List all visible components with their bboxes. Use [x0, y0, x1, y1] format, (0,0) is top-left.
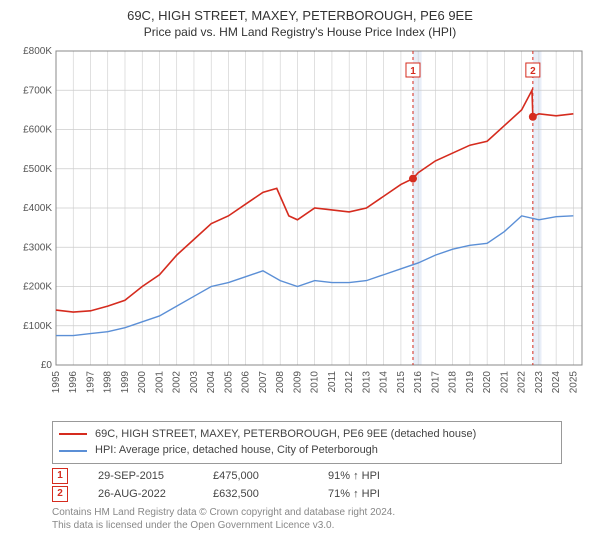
- legend: 69C, HIGH STREET, MAXEY, PETERBOROUGH, P…: [52, 421, 562, 464]
- svg-text:2012: 2012: [344, 370, 355, 393]
- sale-pct: 71% ↑ HPI: [328, 488, 413, 500]
- svg-text:2017: 2017: [430, 370, 441, 393]
- svg-text:2020: 2020: [482, 370, 493, 393]
- chart-area: £0 £100K £200K £300K £400K £500K £600K £700K £80…: [12, 45, 588, 415]
- sale-price: £475,000: [213, 470, 298, 482]
- sale-row: 2 26-AUG-2022 £632,500 71% ↑ HPI: [52, 486, 588, 502]
- legend-swatch: [59, 433, 87, 435]
- svg-text:2022: 2022: [517, 370, 528, 393]
- svg-text:2: 2: [530, 66, 536, 77]
- svg-text:£600K: £600K: [23, 124, 52, 135]
- svg-text:1995: 1995: [51, 370, 62, 393]
- svg-text:£500K: £500K: [23, 164, 52, 175]
- svg-text:2001: 2001: [154, 370, 165, 393]
- sale-date: 26-AUG-2022: [98, 488, 183, 500]
- svg-text:2004: 2004: [206, 370, 217, 393]
- svg-text:£300K: £300K: [23, 242, 52, 253]
- svg-text:£0: £0: [41, 360, 53, 371]
- svg-text:2007: 2007: [258, 370, 269, 393]
- svg-text:£800K: £800K: [23, 46, 52, 57]
- svg-text:2015: 2015: [396, 370, 407, 393]
- svg-text:1996: 1996: [68, 370, 79, 393]
- svg-text:2005: 2005: [223, 370, 234, 393]
- sale-pct: 91% ↑ HPI: [328, 470, 413, 482]
- legend-label: 69C, HIGH STREET, MAXEY, PETERBOROUGH, P…: [95, 426, 476, 443]
- svg-text:2014: 2014: [379, 370, 390, 393]
- svg-text:£400K: £400K: [23, 203, 52, 214]
- svg-text:£700K: £700K: [23, 85, 52, 96]
- svg-text:2006: 2006: [241, 370, 252, 393]
- svg-text:2000: 2000: [137, 370, 148, 393]
- sale-row: 1 29-SEP-2015 £475,000 91% ↑ HPI: [52, 468, 588, 484]
- svg-text:2008: 2008: [275, 370, 286, 393]
- svg-text:2010: 2010: [310, 370, 321, 393]
- svg-text:2021: 2021: [499, 370, 510, 393]
- footer-line: This data is licensed under the Open Gov…: [52, 519, 588, 532]
- legend-item: 69C, HIGH STREET, MAXEY, PETERBOROUGH, P…: [59, 426, 555, 443]
- footer-attribution: Contains HM Land Registry data © Crown c…: [52, 506, 588, 532]
- sale-marker-badge: 1: [52, 468, 68, 484]
- sale-price: £632,500: [213, 488, 298, 500]
- svg-text:2016: 2016: [413, 370, 424, 393]
- svg-text:1: 1: [410, 66, 416, 77]
- chart-title: 69C, HIGH STREET, MAXEY, PETERBOROUGH, P…: [12, 8, 588, 25]
- footer-line: Contains HM Land Registry data © Crown c…: [52, 506, 588, 519]
- legend-swatch: [59, 450, 87, 452]
- line-chart: £0 £100K £200K £300K £400K £500K £600K £700K £80…: [12, 45, 588, 415]
- svg-text:1998: 1998: [103, 370, 114, 393]
- legend-label: HPI: Average price, detached house, City…: [95, 442, 378, 459]
- svg-text:2003: 2003: [189, 370, 200, 393]
- chart-subtitle: Price paid vs. HM Land Registry's House …: [12, 25, 588, 39]
- svg-text:1997: 1997: [85, 370, 96, 393]
- svg-text:£100K: £100K: [23, 321, 52, 332]
- svg-text:2019: 2019: [465, 370, 476, 393]
- svg-text:2024: 2024: [551, 370, 562, 393]
- svg-text:£200K: £200K: [23, 281, 52, 292]
- sale-date: 29-SEP-2015: [98, 470, 183, 482]
- svg-text:2002: 2002: [172, 370, 183, 393]
- sale-marker-badge: 2: [52, 486, 68, 502]
- svg-text:2009: 2009: [292, 370, 303, 393]
- svg-text:2018: 2018: [448, 370, 459, 393]
- legend-item: HPI: Average price, detached house, City…: [59, 442, 555, 459]
- svg-text:2025: 2025: [568, 370, 579, 393]
- chart-container: 69C, HIGH STREET, MAXEY, PETERBOROUGH, P…: [0, 0, 600, 560]
- svg-text:2023: 2023: [534, 370, 545, 393]
- svg-text:1999: 1999: [120, 370, 131, 393]
- svg-text:2011: 2011: [327, 370, 338, 392]
- svg-text:2013: 2013: [361, 370, 372, 393]
